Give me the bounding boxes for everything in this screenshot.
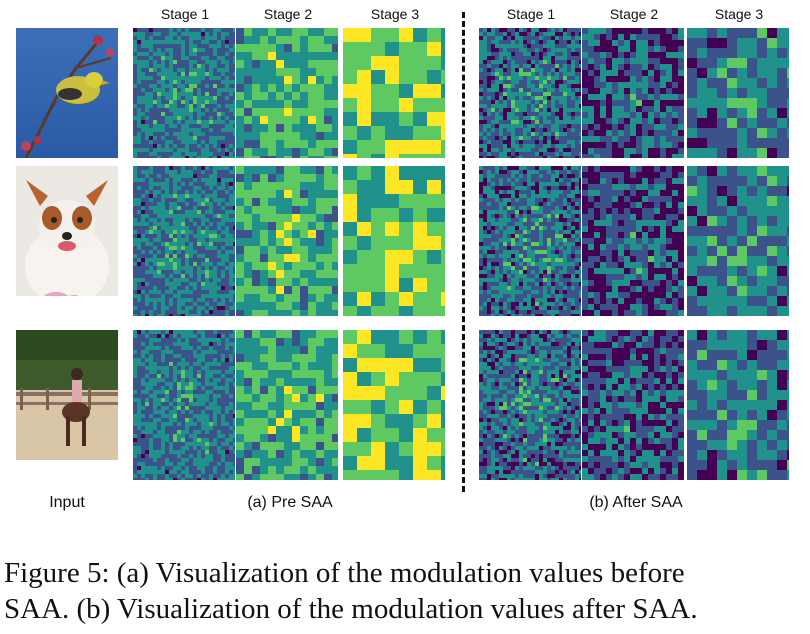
heatmap-dog-pre-stage1 <box>133 166 235 316</box>
input-label: Input <box>49 494 85 511</box>
heatmap-dog-post-stage1 <box>479 166 581 316</box>
heatmap-dog-post-stage3 <box>687 166 789 316</box>
header-pre-stage1: Stage 1 <box>160 6 210 22</box>
input-image-dog <box>16 166 118 296</box>
heatmap-rider-post-stage3 <box>687 330 789 480</box>
heatmap-bird-post-stage2 <box>582 28 684 158</box>
panel-a-label: (a) Pre SAA <box>247 494 333 511</box>
heatmap-dog-pre-stage3 <box>343 166 445 316</box>
heatmap-rider-pre-stage2 <box>236 330 338 480</box>
heatmap-rider-post-stage1 <box>479 330 581 480</box>
input-image-rider <box>16 330 118 460</box>
header-post-stage3: Stage 3 <box>714 6 764 22</box>
panel-b-label: (b) After SAA <box>589 494 683 511</box>
heatmap-rider-pre-stage3 <box>343 330 445 480</box>
heatmap-bird-post-stage1 <box>479 28 581 158</box>
heatmap-bird-post-stage3 <box>687 28 789 158</box>
heatmap-dog-pre-stage2 <box>236 166 338 316</box>
heatmap-bird-pre-stage3 <box>343 28 445 158</box>
caption-line-1: Figure 5: (a) Visualization of the modul… <box>4 557 685 589</box>
input-image-bird <box>16 28 118 158</box>
caption-line-2: SAA. (b) Visualization of the modulation… <box>4 593 698 625</box>
heatmap-bird-pre-stage2 <box>236 28 338 158</box>
heatmap-rider-post-stage2 <box>582 330 684 480</box>
header-pre-stage3: Stage 3 <box>370 6 420 22</box>
panel-divider <box>462 12 465 492</box>
heatmap-bird-pre-stage1 <box>133 28 235 158</box>
figure-caption: Figure 5: (a) Visualization of the modul… <box>4 555 806 627</box>
header-pre-stage2: Stage 2 <box>263 6 313 22</box>
header-post-stage2: Stage 2 <box>609 6 659 22</box>
heatmap-dog-post-stage2 <box>582 166 684 316</box>
header-post-stage1: Stage 1 <box>506 6 556 22</box>
heatmap-rider-pre-stage1 <box>133 330 235 480</box>
